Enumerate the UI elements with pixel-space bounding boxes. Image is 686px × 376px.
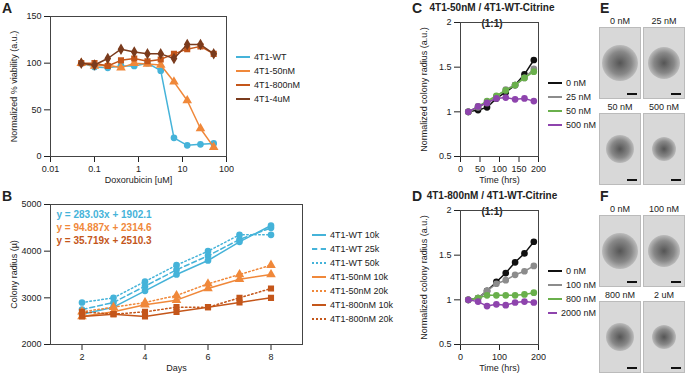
svg-text:100: 100 xyxy=(492,352,507,362)
svg-text:Normalized colony radius (a.u.: Normalized colony radius (a.u.) xyxy=(419,27,429,152)
svg-text:2: 2 xyxy=(446,17,451,27)
svg-text:8: 8 xyxy=(268,352,273,362)
svg-text:Days: Days xyxy=(166,363,187,373)
svg-text:150: 150 xyxy=(511,164,526,174)
svg-text:Doxorubicin [uM]: Doxorubicin [uM] xyxy=(105,175,173,185)
svg-text:y = 35.719x + 2510.3: y = 35.719x + 2510.3 xyxy=(57,235,153,246)
svg-text:2000: 2000 xyxy=(21,339,41,349)
svg-text:1: 1 xyxy=(446,107,451,117)
svg-text:0: 0 xyxy=(458,352,463,362)
svg-text:1: 1 xyxy=(136,164,141,174)
svg-text:y = 94.887x + 2314.6: y = 94.887x + 2314.6 xyxy=(57,222,153,233)
svg-text:2: 2 xyxy=(79,352,84,362)
svg-text:0: 0 xyxy=(458,164,463,174)
svg-text:100: 100 xyxy=(219,164,234,174)
svg-text:0: 0 xyxy=(36,151,41,161)
svg-text:50: 50 xyxy=(31,105,41,115)
svg-text:100: 100 xyxy=(26,58,41,68)
svg-text:10: 10 xyxy=(177,164,187,174)
svg-text:1.5: 1.5 xyxy=(439,62,452,72)
svg-text:2: 2 xyxy=(446,205,451,215)
svg-text:4: 4 xyxy=(142,352,147,362)
svg-text:3000: 3000 xyxy=(21,293,41,303)
svg-text:6: 6 xyxy=(205,352,210,362)
svg-text:Normalized colony radius (a.u.: Normalized colony radius (a.u.) xyxy=(419,215,429,340)
svg-text:1: 1 xyxy=(446,295,451,305)
svg-text:0.01: 0.01 xyxy=(42,164,60,174)
svg-text:50: 50 xyxy=(475,164,485,174)
svg-text:1.5: 1.5 xyxy=(439,250,452,260)
svg-text:Time (hrs): Time (hrs) xyxy=(479,175,520,185)
svg-text:y = 283.03x + 1902.1: y = 283.03x + 1902.1 xyxy=(57,209,153,220)
svg-text:200: 200 xyxy=(531,164,546,174)
svg-text:200: 200 xyxy=(531,352,546,362)
svg-text:Normalized % viability (a.u.): Normalized % viability (a.u.) xyxy=(9,31,19,143)
svg-text:100: 100 xyxy=(492,164,507,174)
svg-text:0.5: 0.5 xyxy=(439,151,452,161)
svg-text:4000: 4000 xyxy=(21,246,41,256)
svg-text:Time (hrs): Time (hrs) xyxy=(479,363,520,373)
svg-text:5000: 5000 xyxy=(21,199,41,209)
svg-text:150: 150 xyxy=(26,11,41,21)
svg-text:0.5: 0.5 xyxy=(439,339,452,349)
svg-text:0.1: 0.1 xyxy=(88,164,101,174)
svg-text:Colony radius (µ): Colony radius (µ) xyxy=(9,240,19,309)
